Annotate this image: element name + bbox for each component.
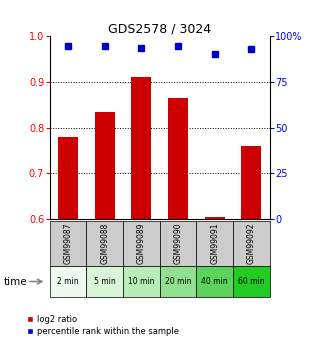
Bar (168, 98, 188, 219)
Bar (95, 112, 115, 219)
Legend: log2 ratio, percentile rank within the sample: log2 ratio, percentile rank within the s… (23, 312, 182, 339)
Title: GDS2578 / 3024: GDS2578 / 3024 (108, 22, 211, 35)
Text: time: time (3, 277, 27, 286)
Text: GSM99089: GSM99089 (137, 223, 146, 264)
Text: GSM99092: GSM99092 (247, 223, 256, 264)
Bar (58, 137, 78, 219)
Bar (204, 217, 225, 219)
Bar (131, 77, 152, 219)
Text: 2 min: 2 min (57, 277, 79, 286)
Text: GSM99090: GSM99090 (174, 223, 183, 264)
Text: GSM99091: GSM99091 (210, 223, 219, 264)
Text: 60 min: 60 min (238, 277, 265, 286)
Text: 40 min: 40 min (201, 277, 228, 286)
Text: 20 min: 20 min (165, 277, 191, 286)
Text: GSM99088: GSM99088 (100, 223, 109, 264)
Text: 5 min: 5 min (94, 277, 116, 286)
Bar (241, 146, 261, 219)
Text: 10 min: 10 min (128, 277, 155, 286)
Text: GSM99087: GSM99087 (64, 223, 73, 264)
